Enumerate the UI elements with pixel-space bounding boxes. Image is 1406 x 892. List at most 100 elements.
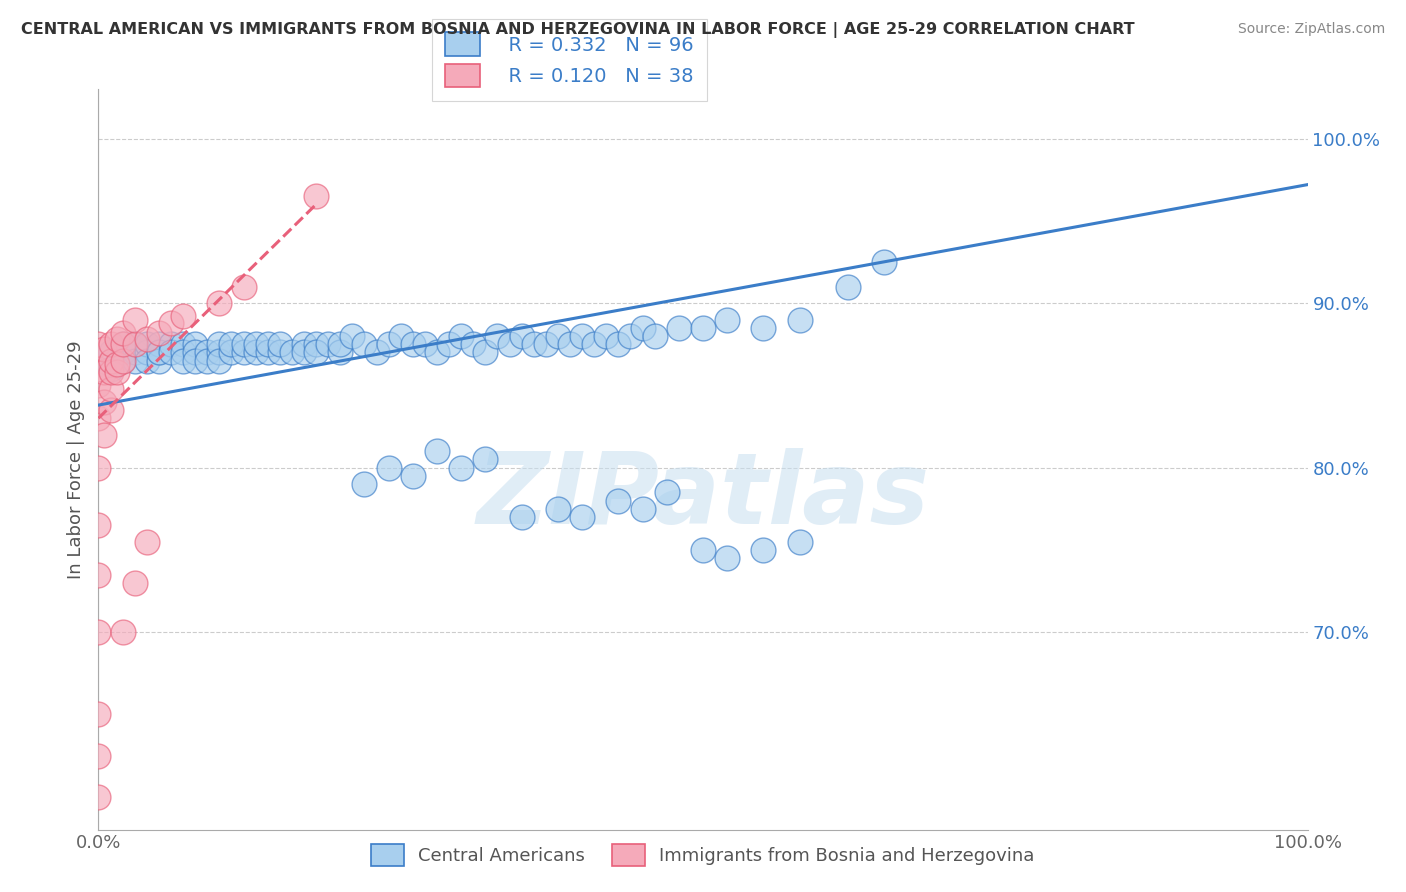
Point [329, 345, 352, 359]
Point [232, 337, 254, 351]
Point [87, 748, 110, 763]
Point [655, 485, 678, 500]
Point [87, 567, 110, 582]
Point [124, 312, 146, 326]
Point [269, 337, 291, 351]
Point [184, 353, 207, 368]
Point [148, 353, 170, 368]
Point [87, 707, 110, 722]
Point [486, 329, 509, 343]
Point [510, 329, 533, 343]
Point [716, 312, 738, 326]
Point [100, 403, 122, 417]
Point [105, 365, 128, 379]
Point [232, 345, 254, 359]
Point [353, 477, 375, 491]
Point [510, 510, 533, 524]
Point [595, 329, 617, 343]
Point [402, 337, 425, 351]
Point [87, 362, 110, 376]
Point [789, 312, 811, 326]
Point [148, 337, 170, 351]
Point [111, 353, 134, 368]
Point [873, 255, 896, 269]
Point [305, 337, 328, 351]
Point [342, 329, 364, 343]
Point [607, 493, 630, 508]
Point [135, 353, 157, 368]
Point [316, 337, 339, 351]
Point [305, 189, 328, 203]
Point [124, 337, 146, 351]
Point [87, 337, 110, 351]
Point [93, 394, 115, 409]
Point [87, 411, 110, 425]
Point [558, 337, 581, 351]
Point [353, 337, 375, 351]
Point [245, 345, 267, 359]
Point [450, 329, 472, 343]
Point [644, 329, 666, 343]
Point [111, 326, 134, 340]
Legend: Central Americans, Immigrants from Bosnia and Herzegovina: Central Americans, Immigrants from Bosni… [359, 831, 1047, 879]
Point [148, 345, 170, 359]
Point [148, 345, 170, 359]
Point [571, 329, 593, 343]
Point [100, 353, 122, 368]
Point [752, 320, 775, 334]
Point [450, 460, 472, 475]
Text: Source: ZipAtlas.com: Source: ZipAtlas.com [1237, 22, 1385, 37]
Point [148, 326, 170, 340]
Point [534, 337, 557, 351]
Point [100, 337, 122, 351]
Point [111, 345, 134, 359]
Point [87, 789, 110, 804]
Point [135, 337, 157, 351]
Point [474, 345, 496, 359]
Point [111, 337, 134, 351]
Point [256, 337, 278, 351]
Point [474, 452, 496, 467]
Point [184, 337, 207, 351]
Point [124, 575, 146, 590]
Text: ZIPatlas: ZIPatlas [477, 448, 929, 545]
Point [292, 345, 315, 359]
Point [195, 345, 218, 359]
Point [752, 542, 775, 557]
Point [389, 329, 412, 343]
Point [607, 337, 630, 351]
Point [87, 518, 110, 533]
Point [105, 357, 128, 371]
Point [208, 296, 231, 310]
Point [111, 625, 134, 640]
Point [523, 337, 546, 351]
Point [100, 365, 122, 379]
Point [160, 345, 183, 359]
Point [93, 427, 115, 442]
Point [135, 332, 157, 346]
Point [631, 501, 654, 516]
Point [100, 345, 122, 359]
Point [292, 337, 315, 351]
Point [437, 337, 460, 351]
Text: CENTRAL AMERICAN VS IMMIGRANTS FROM BOSNIA AND HERZEGOVINA IN LABOR FORCE | AGE : CENTRAL AMERICAN VS IMMIGRANTS FROM BOSN… [21, 22, 1135, 38]
Point [619, 329, 641, 343]
Point [172, 345, 194, 359]
Point [172, 337, 194, 351]
Point [124, 337, 146, 351]
Point [135, 534, 157, 549]
Point [426, 345, 449, 359]
Point [571, 510, 593, 524]
Point [105, 332, 128, 346]
Y-axis label: In Labor Force | Age 25-29: In Labor Force | Age 25-29 [66, 340, 84, 579]
Point [426, 444, 449, 458]
Point [692, 320, 714, 334]
Point [377, 460, 399, 475]
Point [631, 320, 654, 334]
Point [135, 345, 157, 359]
Point [124, 345, 146, 359]
Point [172, 310, 194, 324]
Point [208, 353, 231, 368]
Point [93, 365, 115, 379]
Point [208, 337, 231, 351]
